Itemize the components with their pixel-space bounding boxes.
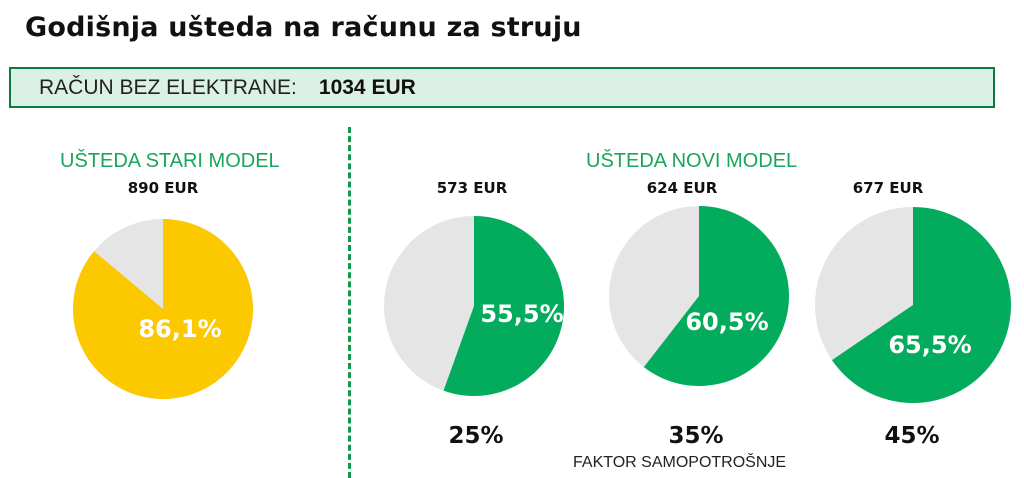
bill-label: RAČUN BEZ ELEKTRANE: (39, 75, 297, 99)
new-model-title: UŠTEDA NOVI MODEL (586, 150, 798, 172)
section-divider (348, 127, 351, 478)
page-title: Godišnja ušteda na računu za struju (25, 12, 582, 43)
factor-45: 45% (884, 423, 940, 449)
factor-35: 35% (668, 423, 724, 449)
bill-value: 1034 EUR (318, 75, 416, 99)
pie-slice-savings (643, 206, 789, 386)
pie-slice-savings (443, 216, 564, 396)
factor-label: FAKTOR SAMOPOTROŠNJE (573, 454, 787, 471)
pie-percentage-label: 65,5% (888, 331, 971, 359)
factor-25: 25% (448, 423, 504, 449)
pie-percentage-label: 60,5% (685, 308, 768, 336)
pie-amount-25: 573 EUR (436, 179, 508, 197)
pie-chart-old-model: 86,1% (72, 219, 253, 399)
pie-percentage-label: 86,1% (138, 315, 221, 343)
pie-slice-savings (831, 207, 1011, 403)
pie-amount-45: 677 EUR (852, 179, 924, 197)
bill-without-plant-box: RAČUN BEZ ELEKTRANE: 1034 EUR (9, 67, 995, 108)
pie-amount-35: 624 EUR (646, 179, 718, 197)
pie-percentage-label: 55,5% (480, 300, 563, 328)
pie-slice-savings (72, 219, 253, 399)
pie-chart-factor-35: 60,5% (609, 206, 789, 386)
old-model-title: UŠTEDA STARI MODEL (60, 150, 280, 172)
pie-chart-factor-45: 65,5% (815, 207, 1011, 403)
pie-amount-old: 890 EUR (127, 179, 199, 197)
pie-chart-factor-25: 55,5% (384, 216, 564, 396)
